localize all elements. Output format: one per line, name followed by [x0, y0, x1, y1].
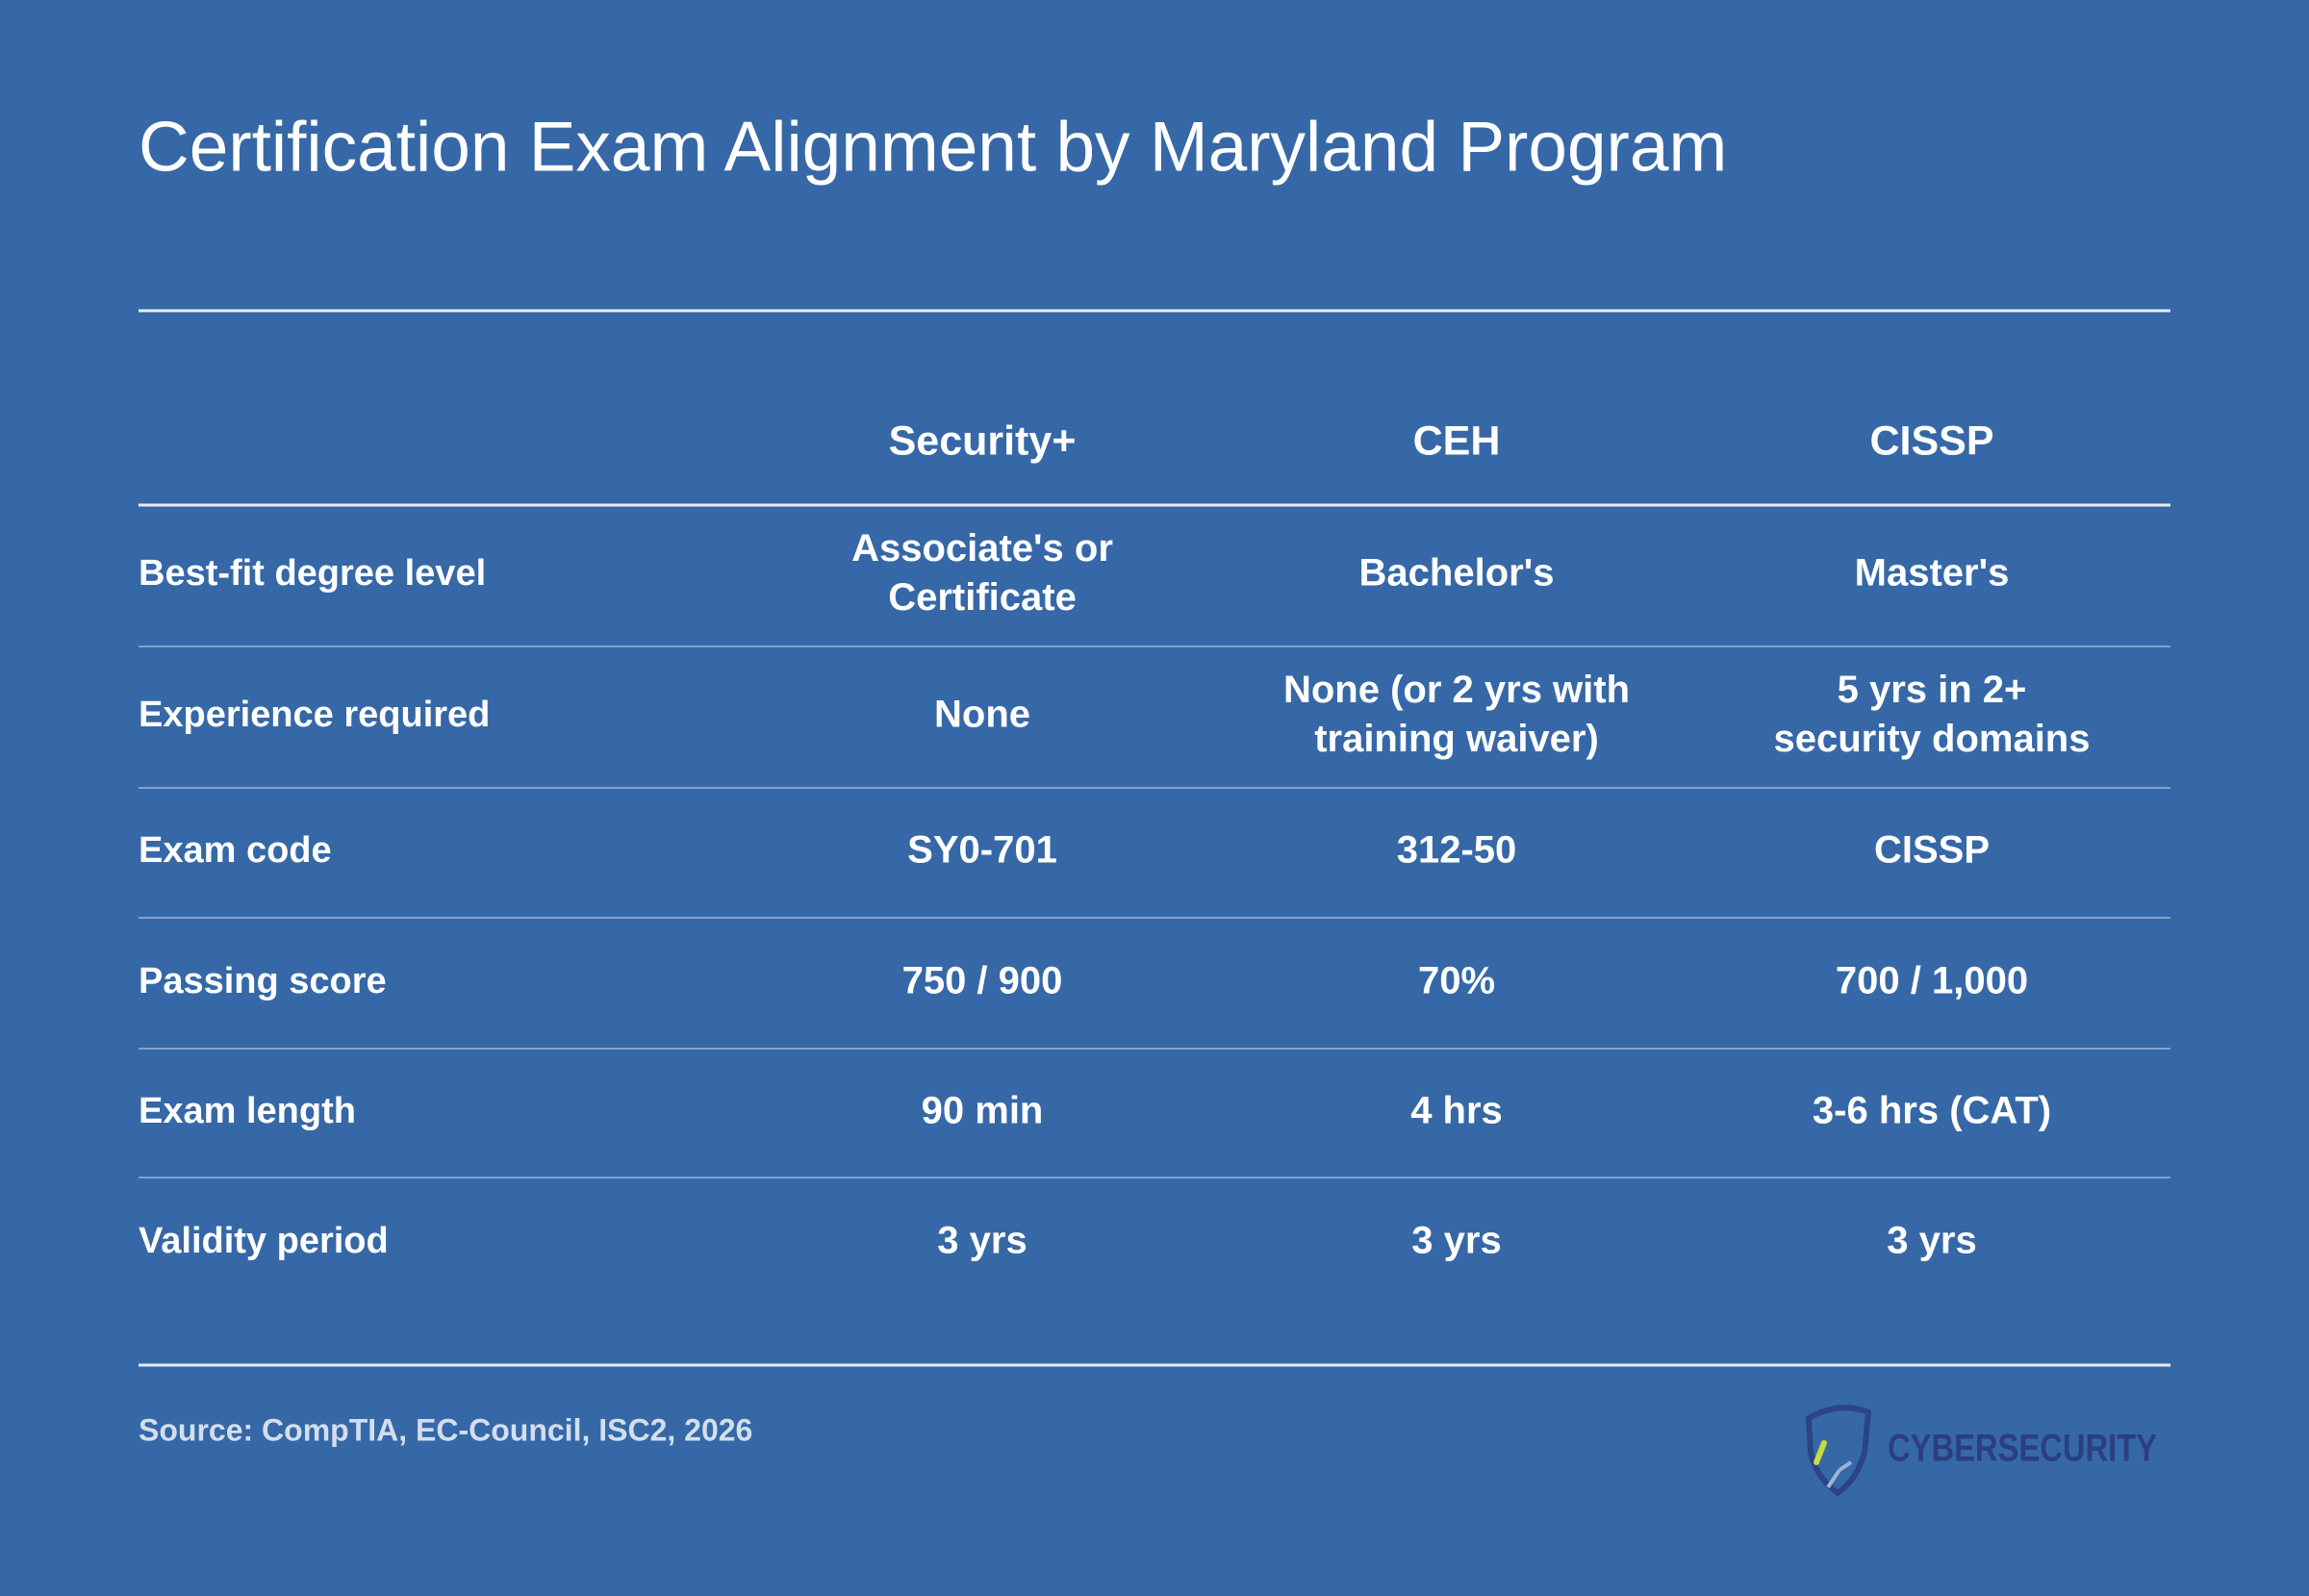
column-header: CISSP: [1869, 418, 1993, 464]
cell-text: 5 yrs in 2+: [1838, 669, 2027, 711]
column-header: CEH: [1413, 418, 1501, 464]
cell-text: Master's: [1855, 552, 2010, 595]
cell-text: 312-50: [1397, 829, 1517, 872]
cell-text: Bachelor's: [1359, 552, 1555, 595]
column-header: Security+: [889, 418, 1077, 464]
cell-text: 3 yrs: [1887, 1220, 1976, 1262]
row-label: Exam length: [139, 1091, 356, 1131]
row-label: Passing score: [139, 961, 387, 1001]
cell-text: 70%: [1418, 960, 1495, 1002]
logo-accent: [1814, 1440, 1827, 1465]
row-label: Experience required: [139, 695, 490, 735]
cell-text: Associate's or: [851, 527, 1113, 570]
cell-text: CISSP: [1874, 829, 1990, 872]
cell-text: 700 / 1,000: [1836, 960, 2028, 1002]
cell-text: 4 hrs: [1410, 1090, 1503, 1132]
cell-text: None (or 2 yrs with: [1283, 669, 1630, 711]
cell-text: 90 min: [922, 1090, 1044, 1132]
cell-text: Certificate: [888, 576, 1077, 619]
row-label: Validity period: [139, 1221, 389, 1261]
cell-text: None: [934, 694, 1030, 736]
row-label: Exam code: [139, 830, 332, 871]
row-label: Best-fit degree level: [139, 553, 486, 594]
cell-text: 750 / 900: [902, 960, 1063, 1002]
logo-shield: [1805, 1405, 1872, 1497]
cell-text: 3 yrs: [937, 1220, 1027, 1262]
logo-text: CYBERSECURITY: [1888, 1428, 2157, 1470]
source-note: Source: CompTIA, EC-Council, ISC2, 2026: [139, 1412, 752, 1447]
cell-text: training waiver): [1314, 718, 1599, 760]
cell-text: 3 yrs: [1411, 1220, 1501, 1262]
cell-text: SY0-701: [907, 829, 1057, 872]
logo-mark: [1826, 1460, 1853, 1489]
cell-text: 3-6 hrs (CAT): [1813, 1090, 2051, 1132]
title: Certification Exam Alignment by Maryland…: [139, 108, 1727, 186]
logo: CYBERSECURITY: [1805, 1405, 2157, 1497]
cell-text: security domains: [1773, 718, 2090, 760]
